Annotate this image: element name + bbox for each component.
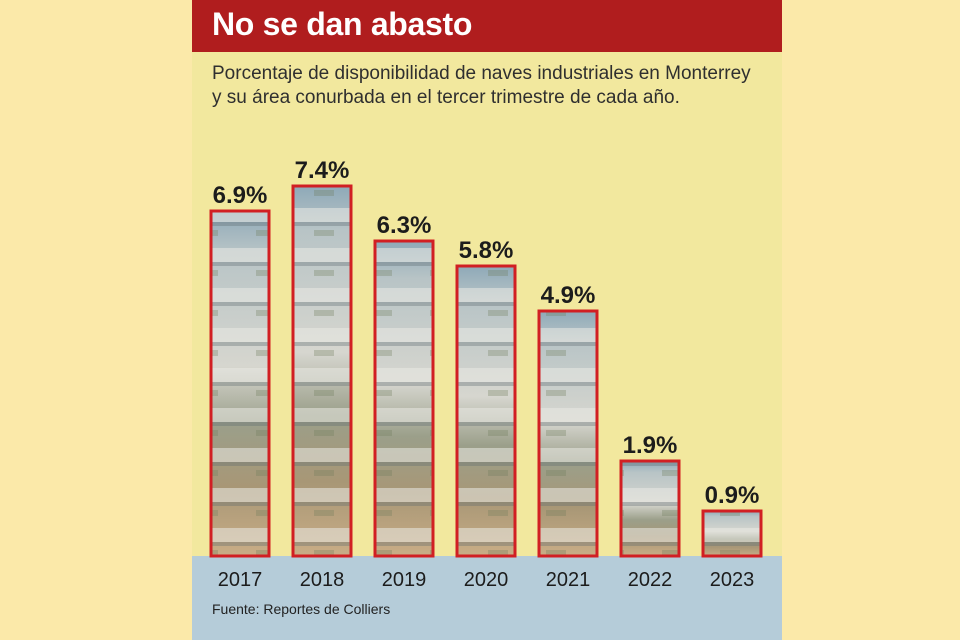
bar-border [209, 209, 271, 558]
bar-group-2020: 5.8% 2020 [455, 237, 517, 591]
bar-border [619, 459, 681, 558]
bar-border [701, 509, 763, 558]
bar-photo-texture [621, 461, 679, 556]
bars-layer: 6.9% 2017 7.4% 2018 6.3% 2019 5.8% 2020 4.9% 2021… [209, 157, 763, 591]
source-note: Fuente: Reportes de Colliers [212, 601, 391, 617]
x-tick-label: 2023 [710, 569, 755, 591]
x-tick-label: 2020 [464, 569, 509, 591]
bar-group-2017: 6.9% 2017 [209, 182, 271, 591]
x-tick-label: 2018 [300, 569, 345, 591]
bar-group-2022: 1.9% 2022 [619, 432, 681, 591]
bar-chart: 6.9% 2017 7.4% 2018 6.3% 2019 5.8% 2020 4.9% 2021… [209, 157, 763, 591]
bar-group-2019: 6.3% 2019 [373, 212, 435, 591]
bar-value-label: 0.9% [705, 482, 760, 509]
chart-title: No se dan abasto [212, 6, 473, 42]
bar-border [373, 239, 435, 558]
chart-subtitle: Porcentaje de disponibilidad de naves in… [212, 63, 751, 108]
infographic-card: No se dan abasto Porcentaje de disponibi… [192, 0, 782, 640]
bar-value-label: 6.3% [377, 212, 432, 239]
x-tick-label: 2019 [382, 569, 427, 591]
bar-group-2018: 7.4% 2018 [291, 157, 353, 591]
bar-group-2021: 4.9% 2021 [537, 282, 599, 591]
bar-border [455, 264, 517, 558]
bar-value-label: 1.9% [623, 432, 678, 459]
bar-photo-texture [211, 211, 269, 556]
bar-value-label: 6.9% [213, 182, 268, 209]
bar-photo-texture [457, 266, 515, 556]
bar-photo-texture [375, 241, 433, 556]
year-axis-band [192, 556, 782, 640]
bar-photo-texture [539, 311, 597, 556]
bar-photo-texture [293, 186, 351, 556]
x-tick-label: 2022 [628, 569, 673, 591]
bar-value-label: 4.9% [541, 282, 596, 309]
bar-border [537, 309, 599, 558]
x-tick-label: 2017 [218, 569, 263, 591]
bar-border [291, 184, 353, 558]
bar-group-2023: 0.9% 2023 [701, 482, 763, 591]
x-tick-label: 2021 [546, 569, 591, 591]
bar-value-label: 5.8% [459, 237, 514, 264]
title-banner: No se dan abasto [192, 0, 782, 52]
bar-photo-texture [703, 511, 761, 556]
bar-value-label: 7.4% [295, 157, 350, 184]
